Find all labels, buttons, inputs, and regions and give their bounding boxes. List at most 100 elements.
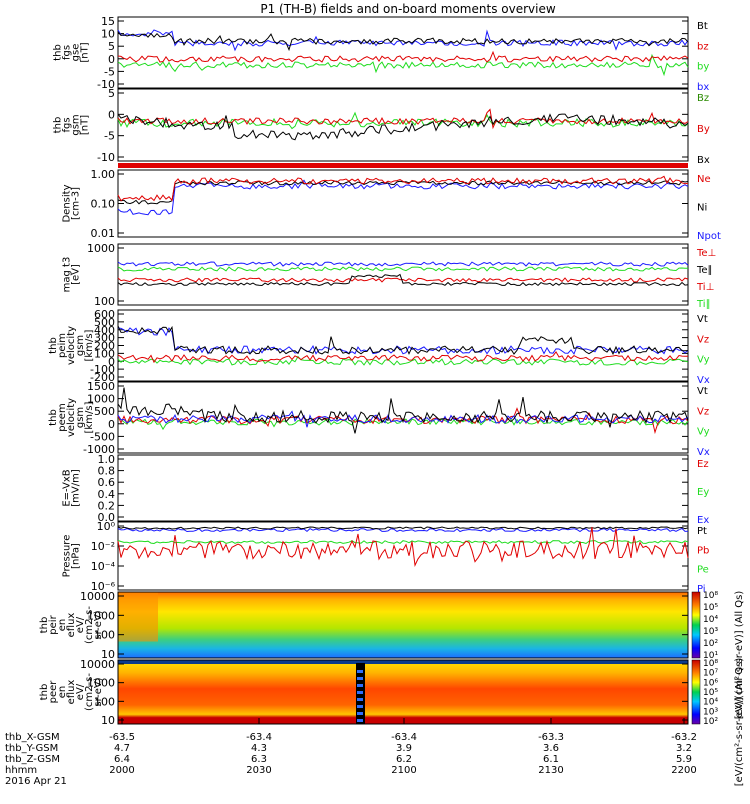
- y-axis-label: peir: [48, 614, 59, 634]
- data-gap-marker: [357, 712, 363, 715]
- y-axis-label: [km/s]: [84, 329, 95, 361]
- data-gap-marker: [357, 677, 363, 680]
- y-tick-label: 1000: [87, 393, 115, 406]
- x-tick-label: 4.7: [114, 743, 130, 754]
- series-vz: [117, 350, 689, 364]
- y-axis-label: fgs: [62, 45, 73, 60]
- legend-item: Vz: [697, 334, 709, 345]
- colorbar-tick-label: 10⁵: [703, 688, 718, 698]
- legend-item: Vx: [697, 375, 710, 386]
- legend-item: bz: [697, 41, 709, 52]
- y-tick-label: 0.4: [98, 488, 116, 501]
- electron-spectrogram-top-band: [118, 660, 688, 664]
- x-tick-label: 3.9: [396, 743, 412, 754]
- legend-item: Vx: [697, 447, 710, 458]
- y-axis-label: eflux: [66, 680, 77, 705]
- legend-item: Pt: [697, 526, 707, 537]
- y-axis-label: [nPa]: [71, 543, 82, 569]
- y-axis-label: gsm: [75, 407, 86, 428]
- y-tick-label: 0: [108, 418, 115, 431]
- series-te-par: [117, 273, 689, 287]
- y-tick-label: 1000: [87, 677, 115, 690]
- colorbar-gradient: [691, 591, 701, 659]
- y-tick-label: 10⁻⁶: [91, 580, 116, 593]
- legend-item: Vy: [697, 355, 710, 366]
- y-axis-label: mag t3: [62, 257, 73, 293]
- x-tick-label: 3.2: [676, 743, 692, 754]
- legend-item: Ti⊥: [696, 282, 714, 293]
- x-tick-label: -63.4: [246, 732, 272, 743]
- y-tick-label: 0.01: [91, 227, 116, 240]
- x-tick-label: 5.9: [676, 754, 692, 765]
- plot-title: P1 (TH-B) fields and on-board moments ov…: [260, 2, 556, 16]
- x-tick-label: 2130: [538, 765, 563, 776]
- y-tick-label: 400: [94, 324, 115, 337]
- y-tick-label: 0.8: [98, 465, 116, 478]
- colorbar-label: [eV/(cm²-s-sr-eV)] (All Qs): [734, 591, 745, 720]
- y-tick-label: 1000: [87, 609, 115, 622]
- y-tick-label: -10: [97, 151, 115, 164]
- legend-item: Bx: [697, 155, 710, 166]
- colorbar-tick-label: 10³: [703, 627, 718, 637]
- y-axis-label: sr-eV): [93, 610, 104, 639]
- y-axis-label: [eV]: [71, 264, 82, 285]
- y-tick-label: 1000: [87, 242, 115, 255]
- colorbar-tick-label: 10⁴: [703, 698, 718, 708]
- y-tick-label: 10000: [80, 590, 115, 603]
- series-bx: [117, 29, 689, 52]
- y-axis-label: gsm: [71, 114, 82, 135]
- y-tick-label: 0: [108, 355, 115, 368]
- panel-frame: [117, 521, 689, 591]
- legend-item: Ey: [697, 487, 709, 498]
- panel-frame: [117, 16, 689, 89]
- y-tick-label: 10: [101, 648, 115, 661]
- y-axis-label: thb: [48, 337, 59, 354]
- series-pi: [117, 527, 689, 533]
- y-axis-label: eV/: [75, 683, 86, 700]
- data-gap-marker: [357, 691, 363, 694]
- y-tick-label: 1.0: [98, 453, 116, 466]
- legend-item: Te⊥: [696, 248, 716, 259]
- x-tick-label: 2100: [391, 765, 416, 776]
- y-axis-label: [mV/m]: [71, 469, 82, 507]
- y-axis-label: thb: [53, 117, 64, 134]
- series-bz: [117, 50, 689, 63]
- y-axis-label: gse: [71, 44, 82, 62]
- x-tick-label: 6.1: [543, 754, 559, 765]
- y-tick-label: 100: [94, 295, 115, 308]
- y-tick-label: 5: [108, 40, 115, 53]
- y-tick-label: 0.2: [98, 499, 116, 512]
- y-tick-label: 600: [94, 308, 115, 321]
- y-axis-label: velocity: [66, 398, 77, 437]
- series-bz-gsm: [117, 111, 689, 130]
- colorbar-tick-label: 10⁸: [703, 591, 718, 601]
- x-tick-label: 2030: [246, 765, 271, 776]
- legend-item: bx: [697, 82, 709, 93]
- panel-4: 1000 100 mag t3[eV] Te⊥ Te∥ Ti⊥ Ti∥: [62, 242, 717, 310]
- series-te-perp: [117, 261, 689, 267]
- panel-frame: [117, 88, 689, 162]
- y-tick-label: 10⁰: [97, 520, 116, 533]
- electron-spectrogram: [118, 660, 688, 724]
- colorbar-tick-label: 10⁷: [703, 669, 718, 679]
- legend-item: Te∥: [696, 265, 713, 276]
- colorbar-tick-label: 10²: [703, 639, 718, 649]
- y-tick-label: 1.00: [91, 168, 116, 181]
- colorbar-label: [eV/(cm²-s-sr-eV)] (All Qs): [734, 658, 745, 787]
- y-tick-label: 300: [94, 332, 115, 345]
- x-tick-label: 6.4: [114, 754, 130, 765]
- series-vx: [117, 327, 689, 355]
- data-gap-marker: [357, 705, 363, 708]
- panel-frame: [117, 591, 689, 659]
- series-ti-perp: [117, 277, 689, 283]
- legend-item: Vz: [697, 406, 709, 417]
- y-tick-label: -5: [104, 65, 115, 78]
- y-axis-label: sr-eV): [93, 677, 104, 706]
- legend-item: Pe: [697, 565, 709, 576]
